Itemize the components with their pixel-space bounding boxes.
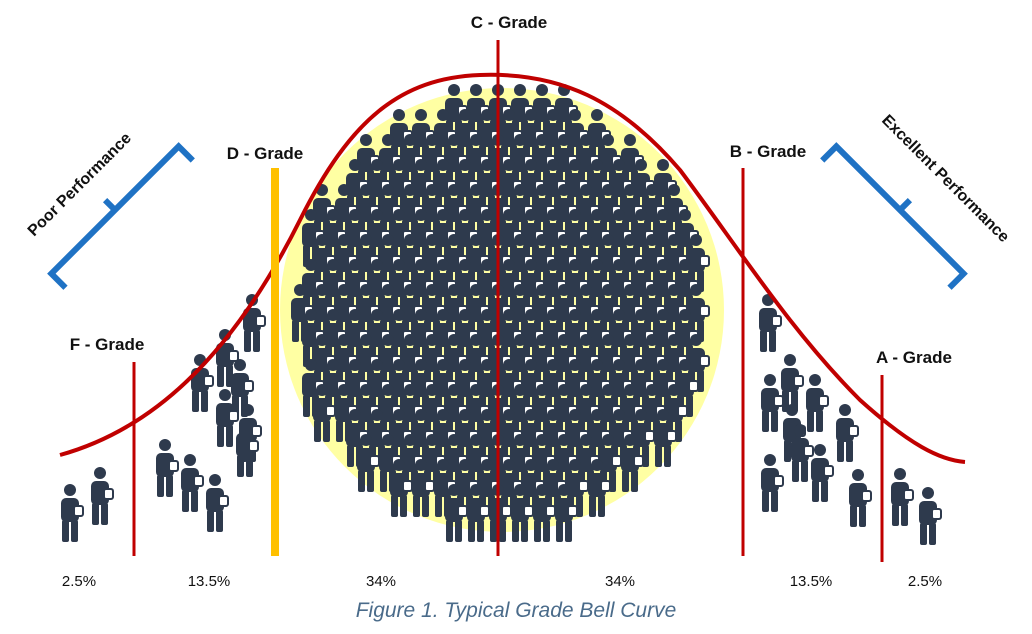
bell-curve	[59, 72, 966, 464]
person-with-bag-icon	[61, 484, 84, 542]
person-with-bag-icon	[621, 434, 644, 492]
person-with-bag-icon	[781, 354, 804, 412]
person-with-bag-icon	[445, 484, 468, 542]
person-with-bag-icon	[654, 409, 677, 467]
figure-caption: Figure 1. Typical Grade Bell Curve	[356, 599, 677, 622]
person-with-bag-icon	[313, 384, 336, 442]
person-with-bag-icon	[836, 404, 859, 462]
person-with-bag-icon	[156, 439, 179, 497]
a-grade-label: A - Grade	[876, 348, 952, 367]
person-with-bag-icon	[423, 284, 446, 342]
crowd-of-students	[61, 84, 942, 545]
person-with-bag-icon	[791, 424, 814, 482]
person-with-bag-icon	[91, 467, 114, 525]
person-with-bag-icon	[346, 409, 369, 467]
b-grade-label: B - Grade	[730, 142, 807, 161]
person-with-bag-icon	[181, 454, 204, 512]
person-with-bag-icon	[588, 459, 611, 517]
percent-label-a: 2.5%	[908, 573, 942, 590]
person-with-bag-icon	[533, 484, 556, 542]
person-with-bag-icon	[206, 474, 229, 532]
c-grade-label: C - Grade	[471, 13, 548, 32]
person-with-bag-icon	[412, 459, 435, 517]
person-with-bag-icon	[191, 354, 214, 412]
person-with-bag-icon	[236, 419, 259, 477]
percent-label-c-left: 34%	[366, 573, 396, 590]
person-with-bag-icon	[811, 444, 834, 502]
percent-label-f: 2.5%	[62, 573, 96, 590]
person-with-bag-icon	[467, 484, 490, 542]
percent-label-d: 13.5%	[188, 573, 231, 590]
person-with-bag-icon	[806, 374, 829, 432]
percent-label-b: 13.5%	[790, 573, 833, 590]
person-with-bag-icon	[761, 454, 784, 512]
poor-performance-bracket	[47, 142, 195, 290]
person-with-bag-icon	[555, 484, 578, 542]
poor-performance-label: Poor Performance	[25, 130, 135, 240]
person-with-bag-icon	[759, 294, 782, 352]
excellent-performance-label: Excellent Performance	[878, 112, 1012, 246]
f-grade-label: F - Grade	[70, 335, 145, 354]
d-grade-label: D - Grade	[227, 144, 304, 163]
person-with-bag-icon	[919, 487, 942, 545]
percent-label-c-right: 34%	[605, 573, 635, 590]
person-with-bag-icon	[346, 359, 369, 417]
person-with-bag-icon	[891, 468, 914, 526]
person-with-bag-icon	[216, 389, 239, 447]
excellent-performance-bracket	[820, 142, 968, 290]
person-with-bag-icon	[849, 469, 872, 527]
person-with-bag-icon	[761, 374, 784, 432]
person-with-bag-icon	[511, 484, 534, 542]
